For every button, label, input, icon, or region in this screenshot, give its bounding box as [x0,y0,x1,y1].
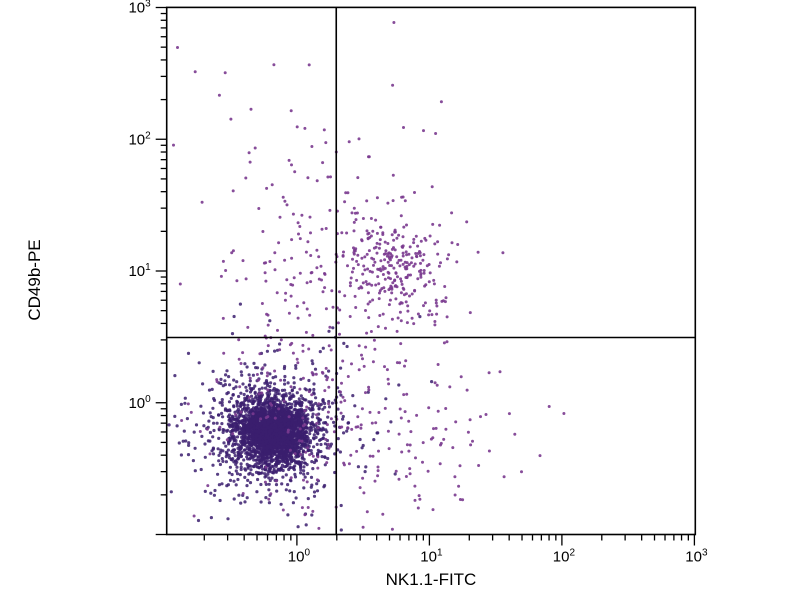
svg-text:CD49b-PE: CD49b-PE [25,239,44,320]
svg-text:NK1.1-FITC: NK1.1-FITC [386,570,477,589]
